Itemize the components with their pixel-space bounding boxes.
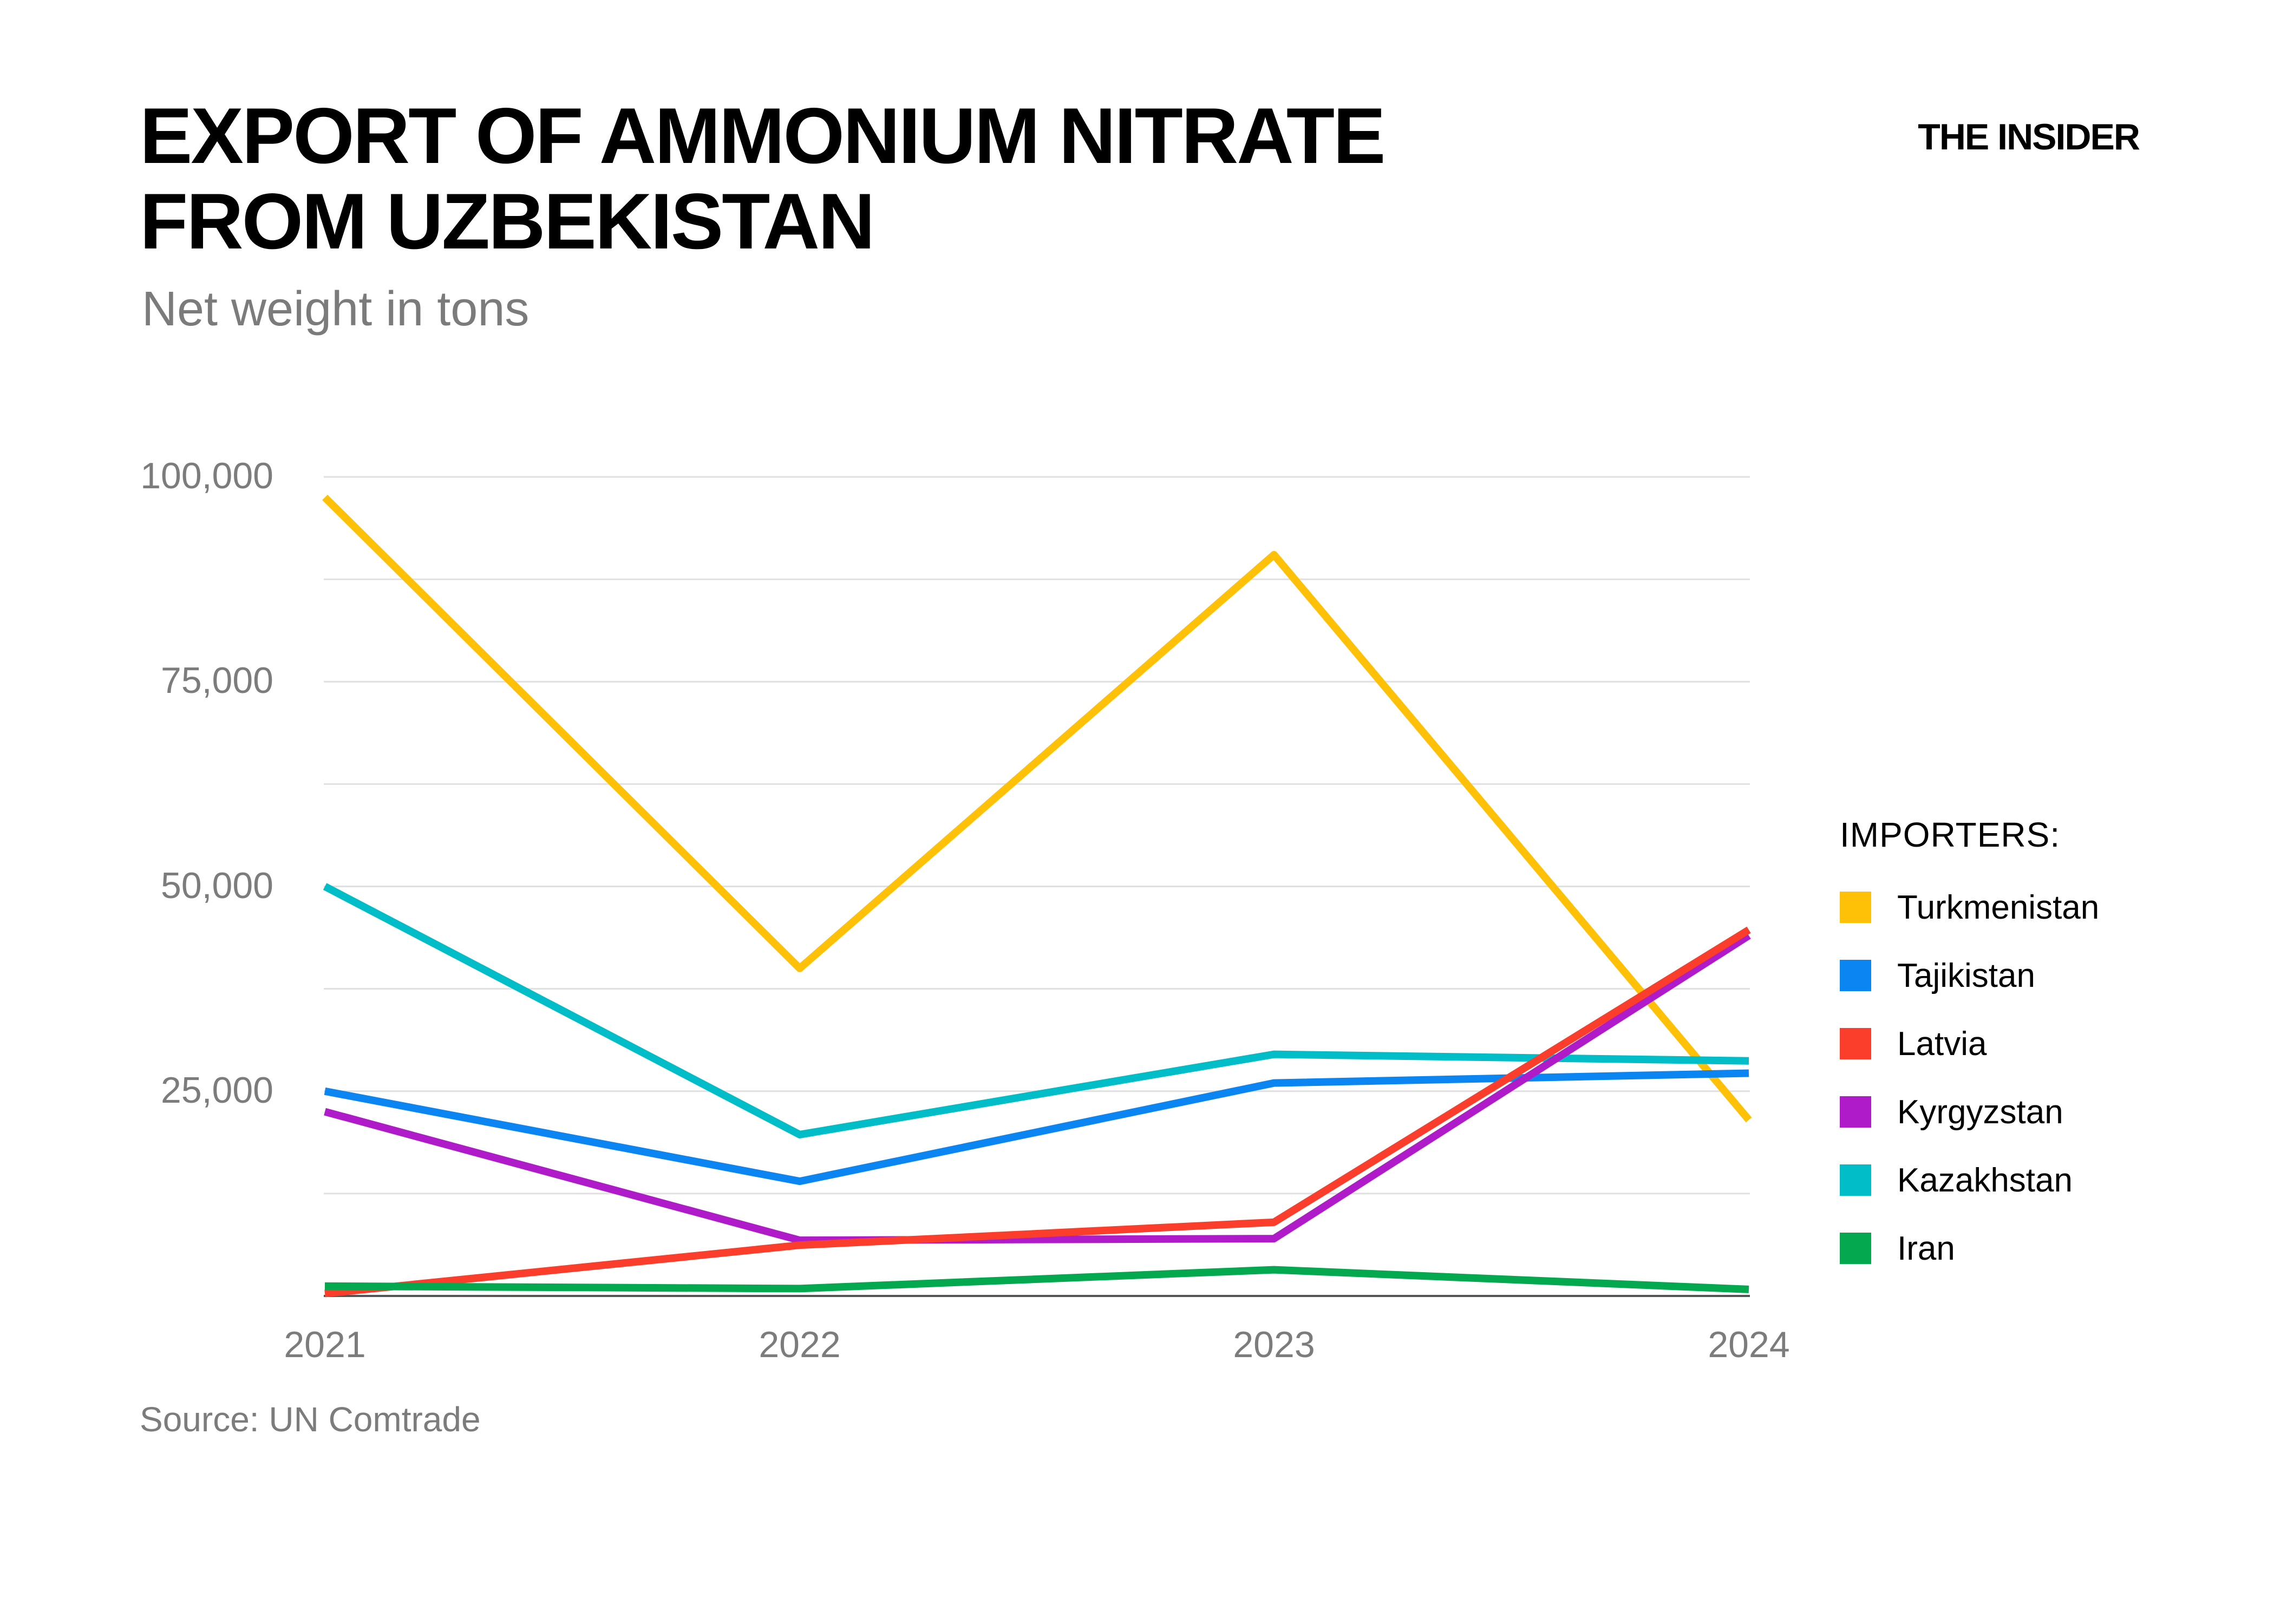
legend-item: Tajikistan <box>1840 957 2219 994</box>
series-line-turkmenistan <box>322 494 1752 1123</box>
source-note: Source: UN Comtrade <box>140 1400 481 1439</box>
legend-swatch-iran <box>1840 1233 1871 1264</box>
legend-item: Turkmenistan <box>1840 889 2219 926</box>
x-axis-tick-label: 2024 <box>1708 1324 1790 1365</box>
y-axis-tick-label: 25,000 <box>161 1069 273 1111</box>
x-axis-tick-label: 2023 <box>1233 1324 1315 1365</box>
legend-item-label: Kazakhstan <box>1897 1161 2073 1199</box>
legend-swatch-latvia <box>1840 1028 1871 1059</box>
legend-item-label: Iran <box>1897 1229 1955 1267</box>
series-line-kyrgyzstan <box>324 932 1751 1245</box>
legend-items: Turkmenistan Tajikistan Latvia Kyrgyzstan Ka… <box>1840 889 2219 1267</box>
legend-item-label: Tajikistan <box>1897 957 2035 994</box>
legend-swatch-kyrgyzstan <box>1840 1096 1871 1128</box>
series-line-iran <box>324 1266 1749 1293</box>
legend-title: IMPORTERS: <box>1840 815 2061 854</box>
x-axis-tick-label: 2021 <box>284 1324 366 1365</box>
legend-item: Latvia <box>1840 1025 2219 1063</box>
series-line-latvia <box>324 926 1751 1298</box>
y-axis-tick-label: 100,000 <box>140 455 273 496</box>
series-line-kazakhstan <box>323 883 1749 1138</box>
page-title: EXPORT OF AMMONIUM NITRATE FROM UZBEKIST… <box>140 91 1386 265</box>
legend-item-label: Turkmenistan <box>1897 888 2100 926</box>
legend-item: Kyrgyzstan <box>1840 1093 2219 1131</box>
y-axis-tick-label: 50,000 <box>161 865 273 906</box>
legend-item-label: Latvia <box>1897 1025 1987 1063</box>
series-line-tajikistan <box>324 1069 1749 1186</box>
y-axis-tick-label: 75,000 <box>161 660 273 702</box>
brand-logo: THE INSIDER <box>1918 116 2140 158</box>
legend-item-label: Kyrgyzstan <box>1897 1093 2063 1131</box>
chart-legend: IMPORTERS: Turkmenistan Tajikistan Latvia K… <box>1840 815 2219 1301</box>
x-axis-tick-label: 2022 <box>759 1324 841 1365</box>
legend-swatch-kazakhstan <box>1840 1164 1871 1196</box>
legend-item: Iran <box>1840 1230 2219 1267</box>
page-subtitle: Net weight in tons <box>142 282 530 336</box>
legend-swatch-turkmenistan <box>1840 892 1871 923</box>
legend-swatch-tajikistan <box>1840 960 1871 991</box>
legend-item: Kazakhstan <box>1840 1162 2219 1199</box>
